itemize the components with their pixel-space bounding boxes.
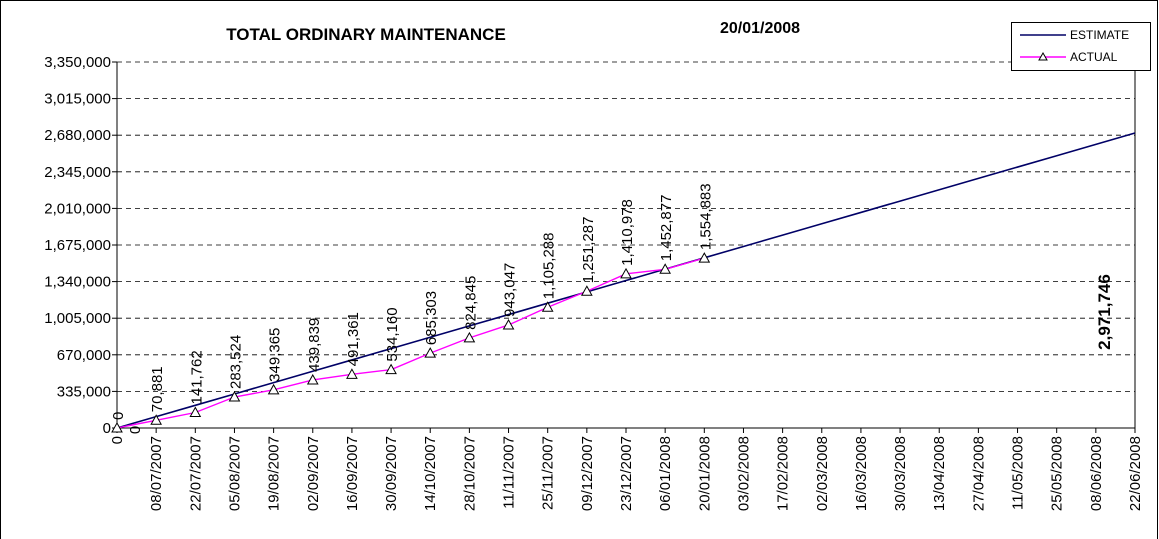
- series-line: [116, 132, 1136, 429]
- marker: [385, 363, 397, 375]
- x-tick-label: 30/03/2008: [892, 436, 909, 511]
- marker: [659, 263, 672, 274]
- chart-subtitle: 20/01/2008: [720, 20, 800, 37]
- x-tick-label: 19/08/2007: [266, 436, 283, 511]
- marker: [150, 414, 163, 425]
- data-label: 141,762: [188, 350, 205, 404]
- y-tick-label: 1,675,000: [44, 237, 111, 254]
- marker: [267, 383, 280, 395]
- data-label: 534,160: [384, 307, 401, 361]
- annotation: 0: [127, 426, 144, 434]
- legend-label: ACTUAL: [1070, 50, 1118, 64]
- x-tick-label: 03/02/2008: [735, 436, 752, 511]
- series-line: [116, 257, 705, 429]
- x-tick-label: 02/03/2008: [814, 436, 831, 511]
- data-label: 1,452,877: [658, 195, 675, 262]
- x-tick-label: 20/01/2008: [696, 436, 713, 511]
- data-label: 1,554,883: [697, 183, 714, 250]
- x-tick-label: 13/04/2008: [931, 436, 948, 511]
- x-tick-label: 30/09/2007: [383, 436, 400, 511]
- x-tick-label: 14/10/2007: [422, 436, 439, 511]
- marker: [580, 285, 593, 296]
- x-tick-label: 22/07/2007: [187, 436, 204, 511]
- x-tick-label: 08/07/2007: [148, 436, 165, 511]
- marker: [306, 373, 319, 385]
- legend: ESTIMATE ACTUAL: [1011, 22, 1151, 71]
- x-tick-label: 09/12/2007: [579, 436, 596, 511]
- marker: [228, 390, 241, 402]
- y-tick-label: 335,000: [57, 383, 111, 400]
- data-label: 1,251,287: [580, 217, 597, 284]
- legend-marker: [1038, 51, 1048, 61]
- x-tick-label: 05/08/2007: [226, 436, 243, 511]
- legend-label: ESTIMATE: [1070, 28, 1129, 42]
- x-tick-label: 25/11/2007: [540, 436, 557, 510]
- x-tick-label: 27/04/2008: [970, 436, 987, 511]
- data-label: 685,303: [423, 291, 440, 345]
- data-label: 70,881: [149, 366, 166, 412]
- x-tick-label: 11/05/2008: [1010, 436, 1027, 510]
- marker: [189, 406, 202, 418]
- x-tick-label: 23/12/2007: [618, 436, 635, 511]
- x-tick-label: 25/05/2008: [1049, 436, 1066, 511]
- x-tick-label: 28/10/2007: [461, 436, 478, 511]
- x-tick-label: 17/02/2008: [775, 436, 792, 511]
- y-tick-label: 2,010,000: [44, 200, 111, 217]
- data-label: 0: [110, 412, 127, 420]
- y-tick-label: 3,350,000: [44, 54, 111, 71]
- marker: [698, 252, 711, 263]
- y-tick-label: 2,680,000: [44, 127, 111, 144]
- data-label: 1,105,288: [541, 233, 558, 300]
- x-tick-label: 16/03/2008: [853, 436, 870, 511]
- y-tick-label: 1,340,000: [44, 274, 111, 291]
- marker: [424, 347, 437, 358]
- y-tick-label: 1,005,000: [44, 310, 111, 327]
- data-label: 439,839: [306, 318, 323, 372]
- x-tick-label: 0: [109, 436, 126, 444]
- y-tick-label: 670,000: [57, 347, 111, 364]
- data-label: 283,524: [227, 335, 244, 389]
- x-tick-label: 06/01/2008: [657, 436, 674, 511]
- y-tick-label: 2,345,000: [44, 164, 111, 181]
- y-tick-label: 3,015,000: [44, 91, 111, 108]
- annotation: 2,971,746: [1095, 274, 1114, 350]
- x-tick-label: 02/09/2007: [305, 436, 322, 511]
- y-tick-label: 0: [103, 420, 111, 437]
- chart-title: TOTAL ORDINARY MAINTENANCE: [226, 25, 506, 44]
- x-tick-label: 16/09/2007: [344, 436, 361, 511]
- data-label: 943,047: [502, 263, 519, 317]
- legend-box: [1011, 22, 1151, 71]
- data-label: 1,410,978: [619, 199, 636, 266]
- marker: [346, 368, 358, 379]
- marker: [463, 331, 476, 343]
- data-label: 824,845: [462, 276, 479, 330]
- x-tick-label: 08/06/2008: [1088, 436, 1105, 511]
- x-tick-label: 11/11/2007: [501, 436, 518, 509]
- marker: [111, 421, 123, 433]
- x-tick-label: 22/06/2008: [1127, 436, 1144, 511]
- data-label: 349,365: [267, 328, 284, 382]
- marker: [620, 267, 632, 279]
- data-label: 491,361: [345, 312, 362, 366]
- marker: [541, 301, 554, 312]
- marker: [502, 318, 515, 330]
